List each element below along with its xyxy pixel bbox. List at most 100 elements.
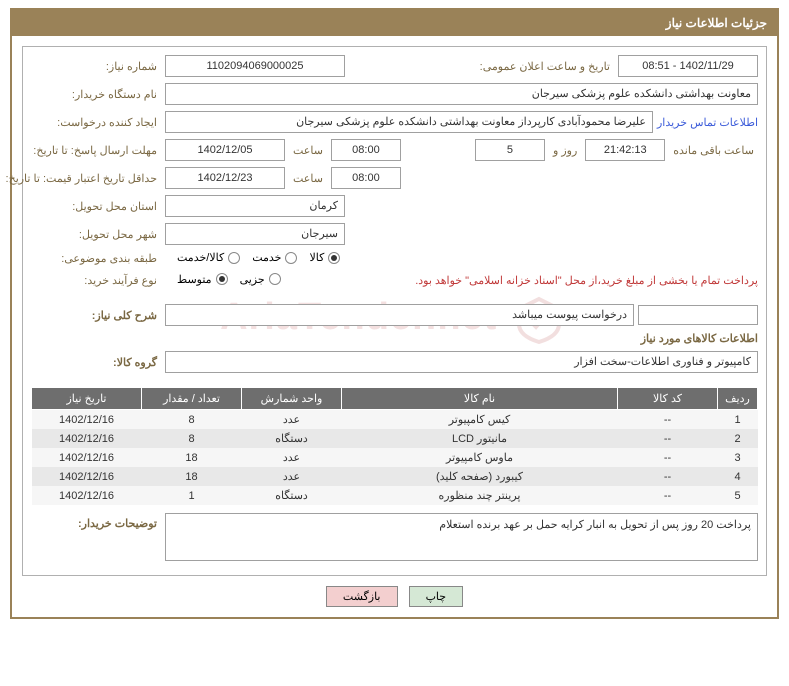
remaining-label: ساعت باقی مانده xyxy=(669,144,758,157)
back-button[interactable]: بازگشت xyxy=(326,586,398,607)
announce-value: 1402/11/29 - 08:51 xyxy=(618,55,758,77)
table-header: تعداد / مقدار xyxy=(142,388,242,410)
table-row: 4--کیبورد (صفحه کلید)عدد181402/12/16 xyxy=(32,467,758,486)
creator-value: علیرضا محمودآبادی کارپرداز معاونت بهداشت… xyxy=(165,111,653,133)
goods-table: ردیفکد کالانام کالاواحد شمارشتعداد / مقد… xyxy=(31,387,758,505)
deadline-label: مهلت ارسال پاسخ: تا تاریخ: xyxy=(31,144,161,157)
goods-section-title: اطلاعات کالاهای مورد نیاز xyxy=(31,332,758,345)
table-cell: دستگاه xyxy=(242,486,342,505)
table-header: نام کالا xyxy=(342,388,618,410)
button-row: چاپ بازگشت xyxy=(22,586,767,607)
radio-icon xyxy=(216,273,228,285)
table-cell: پرینتر چند منظوره xyxy=(342,486,618,505)
buyer-notes-label: توضیحات خریدار: xyxy=(31,513,161,530)
table-cell: دستگاه xyxy=(242,429,342,448)
table-cell: 3 xyxy=(718,448,758,467)
buyer-notes: پرداخت 20 روز پس از تحویل به انبار کرایه… xyxy=(165,513,758,561)
category-option[interactable]: خدمت xyxy=(252,251,297,264)
deadline-time: 08:00 xyxy=(331,139,401,161)
desc-extra xyxy=(638,305,758,325)
table-cell: -- xyxy=(618,410,718,430)
buyer-org-value: معاونت بهداشتی دانشکده علوم پزشکی سیرجان xyxy=(165,83,758,105)
radio-label: کالا/خدمت xyxy=(177,251,224,264)
countdown: 21:42:13 xyxy=(585,139,665,161)
table-cell: عدد xyxy=(242,467,342,486)
table-cell: کیس کامپیوتر xyxy=(342,410,618,430)
table-cell: مانیتور LCD xyxy=(342,429,618,448)
panel-title: جزئیات اطلاعات نیاز xyxy=(12,10,777,36)
radio-icon xyxy=(228,252,240,264)
table-cell: 18 xyxy=(142,448,242,467)
radio-icon xyxy=(328,252,340,264)
content: شماره نیاز: 1102094069000025 تاریخ و ساع… xyxy=(12,36,777,617)
province-value: کرمان xyxy=(165,195,345,217)
table-row: 5--پرینتر چند منظورهدستگاه11402/12/16 xyxy=(32,486,758,505)
table-cell: 1402/12/16 xyxy=(32,467,142,486)
purchase-option[interactable]: جزیی xyxy=(240,273,281,286)
group-label: گروه کالا: xyxy=(31,356,161,369)
table-header: ردیف xyxy=(718,388,758,410)
contact-link[interactable]: اطلاعات تماس خریدار xyxy=(657,116,758,129)
radio-label: کالا xyxy=(309,251,324,264)
table-cell: 8 xyxy=(142,410,242,430)
table-cell: -- xyxy=(618,467,718,486)
radio-label: جزیی xyxy=(240,273,265,286)
table-cell: 8 xyxy=(142,429,242,448)
purchase-radios: جزیی متوسط xyxy=(165,273,281,289)
city-label: شهر محل تحویل: xyxy=(31,228,161,241)
need-no-label: شماره نیاز: xyxy=(31,60,161,73)
category-label: طبقه بندی موضوعی: xyxy=(31,252,161,265)
hour-label-1: ساعت xyxy=(289,144,327,157)
table-row: 3--ماوس کامپیوترعدد181402/12/16 xyxy=(32,448,758,467)
table-cell: 1402/12/16 xyxy=(32,448,142,467)
table-header: کد کالا xyxy=(618,388,718,410)
radio-label: متوسط xyxy=(177,273,212,286)
desc-value: درخواست پیوست میباشد xyxy=(165,304,634,326)
day-and-label: روز و xyxy=(549,144,581,157)
price-validity-date: 1402/12/23 xyxy=(165,167,285,189)
desc-label: شرح کلی نیاز: xyxy=(31,309,161,322)
category-radios: کالا خدمت کالا/خدمت xyxy=(165,251,340,267)
hour-label-2: ساعت xyxy=(289,172,327,185)
radio-icon xyxy=(285,252,297,264)
purchase-option[interactable]: متوسط xyxy=(177,273,228,286)
table-cell: عدد xyxy=(242,448,342,467)
deadline-date: 1402/12/05 xyxy=(165,139,285,161)
city-value: سیرجان xyxy=(165,223,345,245)
table-row: 1--کیس کامپیوترعدد81402/12/16 xyxy=(32,410,758,430)
table-cell: 18 xyxy=(142,467,242,486)
buyer-org-label: نام دستگاه خریدار: xyxy=(31,88,161,101)
price-validity-label: حداقل تاریخ اعتبار قیمت: تا تاریخ: xyxy=(31,172,161,185)
province-label: استان محل تحویل: xyxy=(31,200,161,213)
table-cell: -- xyxy=(618,448,718,467)
table-cell: ماوس کامپیوتر xyxy=(342,448,618,467)
price-validity-time: 08:00 xyxy=(331,167,401,189)
panel: جزئیات اطلاعات نیاز شماره نیاز: 11020940… xyxy=(10,8,779,619)
table-cell: -- xyxy=(618,429,718,448)
table-cell: 1 xyxy=(142,486,242,505)
radio-label: خدمت xyxy=(252,251,281,264)
category-option[interactable]: کالا xyxy=(309,251,340,264)
details-fieldset: شماره نیاز: 1102094069000025 تاریخ و ساع… xyxy=(22,46,767,576)
table-cell: 5 xyxy=(718,486,758,505)
table-cell: -- xyxy=(618,486,718,505)
days-count: 5 xyxy=(475,139,545,161)
payment-note: پرداخت تمام یا بخشی از مبلغ خرید،از محل … xyxy=(415,274,758,287)
need-no-value: 1102094069000025 xyxy=(165,55,345,77)
table-cell: کیبورد (صفحه کلید) xyxy=(342,467,618,486)
table-header: واحد شمارش xyxy=(242,388,342,410)
table-cell: 4 xyxy=(718,467,758,486)
table-cell: 1402/12/16 xyxy=(32,486,142,505)
print-button[interactable]: چاپ xyxy=(409,586,464,607)
purchase-type-label: نوع فرآیند خرید: xyxy=(31,274,161,287)
table-header: تاریخ نیاز xyxy=(32,388,142,410)
table-cell: 1 xyxy=(718,410,758,430)
radio-icon xyxy=(269,273,281,285)
table-cell: 1402/12/16 xyxy=(32,429,142,448)
creator-label: ایجاد کننده درخواست: xyxy=(31,116,161,129)
group-value: کامپیوتر و فناوری اطلاعات-سخت افزار xyxy=(165,351,758,373)
table-cell: 1402/12/16 xyxy=(32,410,142,430)
table-row: 2--مانیتور LCDدستگاه81402/12/16 xyxy=(32,429,758,448)
category-option[interactable]: کالا/خدمت xyxy=(177,251,240,264)
announce-label: تاریخ و ساعت اعلان عمومی: xyxy=(476,60,614,73)
